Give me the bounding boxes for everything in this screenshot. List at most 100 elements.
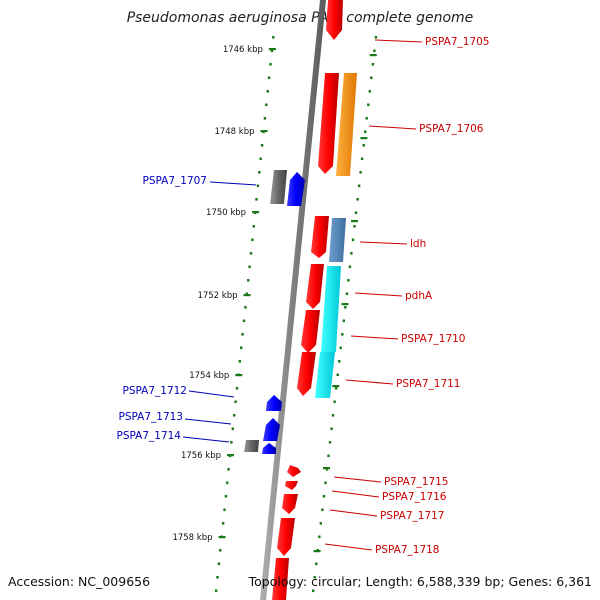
- inner-tick-track: [214, 36, 275, 593]
- inner-track-dot: [265, 103, 268, 107]
- tick-mark: [235, 374, 243, 377]
- gene-arrow-PSPA7_1705[interactable]: [326, 0, 343, 40]
- gene-arrow-PSPA7_1706[interactable]: [318, 73, 339, 174]
- inner-track-dot: [221, 522, 225, 525]
- gene-arrow-PSPA7_1707[interactable]: [287, 172, 305, 206]
- leader-line: [359, 241, 408, 245]
- inner-track-dot: [244, 306, 247, 309]
- gene-arrow-PSPA7_1718[interactable]: [277, 518, 295, 556]
- gene-label-PSPA7_1707[interactable]: PSPA7_1707: [143, 175, 208, 187]
- inner-track-dot: [255, 198, 258, 201]
- tick-mark: [332, 385, 340, 388]
- outer-track-dot: [354, 211, 358, 215]
- inner-track-dot: [267, 76, 271, 80]
- outer-track-dot: [315, 562, 318, 566]
- leader-line: [333, 476, 382, 483]
- gene-arrow-PSPA7_1715[interactable]: [287, 465, 301, 477]
- gene-label-PSPA7_1713[interactable]: PSPA7_1713: [119, 411, 184, 423]
- outer-track-dot: [334, 387, 338, 390]
- gene-arrow-partial[interactable]: [272, 558, 289, 600]
- inner-track-dot: [234, 400, 237, 404]
- gene-label-PSPA7_1710[interactable]: PSPA7_1710: [401, 333, 466, 345]
- tick-mark: [323, 467, 330, 470]
- leader-line: [324, 543, 373, 551]
- outer-tick-track: [312, 36, 378, 593]
- outer-track-dot: [313, 576, 316, 579]
- outer-track-dot: [331, 414, 335, 417]
- leader-line: [209, 181, 257, 186]
- outer-track-dot: [353, 225, 356, 228]
- outer-track-dot: [318, 535, 321, 539]
- inner-track-dot: [217, 562, 221, 566]
- inner-track-dot: [256, 184, 260, 188]
- gene-label-PSPA7_1706[interactable]: PSPA7_1706: [419, 123, 484, 135]
- gene-arrow-PSPA7_1712[interactable]: [266, 395, 282, 411]
- tick-mark: [227, 454, 234, 457]
- cds-block-PSPA7_1711[interactable]: [315, 352, 335, 398]
- outer-track-dot: [362, 144, 365, 147]
- gene-arrow-ldh[interactable]: [311, 216, 329, 258]
- outer-track-dot: [345, 292, 349, 296]
- inner-track-dot: [263, 117, 267, 120]
- outer-track-dot: [341, 333, 344, 336]
- cds-block-ldh[interactable]: [329, 218, 346, 262]
- cds-block-PSPA7_1707[interactable]: [270, 170, 287, 204]
- gene-arrow-PSPA7_1716[interactable]: [285, 481, 298, 490]
- inner-track-dot: [251, 238, 254, 242]
- kbp-ticks: 1746 kbp 1748 kbp 1750 kbp 1752 kbp 1754 kbp…: [172, 45, 377, 553]
- gene-arrow-PSPA7_1713[interactable]: [263, 418, 280, 441]
- inner-track-dot: [249, 252, 253, 255]
- leader-line: [182, 436, 230, 443]
- tick-mark: [268, 48, 276, 51]
- tick-label: 1752 kbp: [197, 291, 237, 301]
- genome-backbone: [260, 0, 326, 600]
- outer-track-dot: [312, 589, 315, 593]
- leader-line: [368, 125, 417, 130]
- topology-text: Topology: circular; Length: 6,588,339 bp…: [248, 574, 592, 589]
- outer-track-dot: [373, 49, 376, 53]
- gene-label-PSPA7_1715[interactable]: PSPA7_1715: [384, 476, 449, 488]
- gene-label-PSPA7_1711[interactable]: PSPA7_1711: [396, 378, 461, 390]
- gene-arrow-PSPA7_1710[interactable]: [301, 310, 320, 353]
- cds-block-pdhA[interactable]: [321, 266, 341, 352]
- gene-label-PSPA7_1712[interactable]: PSPA7_1712: [123, 385, 188, 397]
- gene-label-PSPA7_1717[interactable]: PSPA7_1717: [380, 510, 445, 522]
- outer-track-dot: [336, 373, 339, 377]
- inner-track-dot: [259, 157, 262, 161]
- gene-arrow-pdhA[interactable]: [306, 264, 324, 309]
- inner-track-dot: [260, 144, 264, 147]
- gene-label-ldh[interactable]: ldh: [410, 238, 426, 250]
- gene-label-PSPA7_1714[interactable]: PSPA7_1714: [117, 430, 182, 442]
- outer-track-dot: [325, 468, 329, 471]
- tick-label: 1750 kbp: [206, 208, 246, 218]
- gene-label-PSPA7_1705[interactable]: PSPA7_1705: [425, 36, 490, 48]
- tick-label: 1748 kbp: [214, 127, 254, 137]
- accession-text: Accession: NC_009656: [8, 574, 151, 589]
- leader-line: [374, 39, 423, 43]
- outer-track-dot: [338, 360, 341, 363]
- tick-mark: [351, 220, 358, 223]
- cds-block-PSPA7_1706[interactable]: [336, 73, 357, 176]
- gene-label-PSPA7_1718[interactable]: PSPA7_1718: [375, 544, 440, 556]
- inner-track-dot: [214, 589, 218, 593]
- reverse-features: [244, 170, 305, 454]
- outer-track-dot: [328, 441, 332, 444]
- tick-mark: [341, 303, 349, 306]
- gene-arrow-PSPA7_1711[interactable]: [297, 352, 316, 396]
- gene-arrow-PSPA7_1714[interactable]: [262, 443, 276, 454]
- outer-track-dot: [321, 508, 324, 512]
- tick-mark: [260, 130, 268, 133]
- outer-track-dot: [350, 252, 353, 255]
- inner-track-dot: [247, 279, 250, 282]
- outer-track-dot: [360, 157, 364, 161]
- gene-label-PSPA7_1716[interactable]: PSPA7_1716: [382, 491, 447, 503]
- gene-label-pdhA[interactable]: pdhA: [405, 290, 433, 302]
- tick-label: 1756 kbp: [181, 451, 221, 461]
- inner-track-dot: [233, 414, 236, 417]
- cds-block-PSPA7_1714[interactable]: [244, 440, 259, 452]
- inner-track-dot: [269, 63, 272, 66]
- inner-track-dot: [240, 346, 243, 350]
- gene-arrow-PSPA7_1717[interactable]: [282, 494, 298, 514]
